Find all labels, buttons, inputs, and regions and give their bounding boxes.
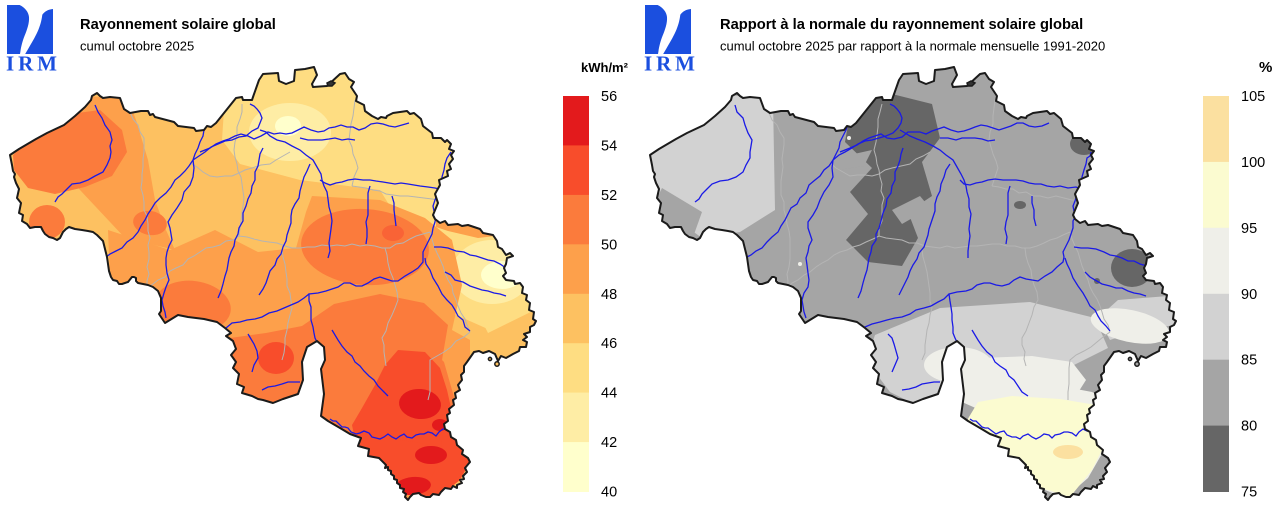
svg-text:cumul octobre 2025 par rapport: cumul octobre 2025 par rapport à la norm… (720, 39, 1105, 54)
svg-text:54: 54 (601, 138, 617, 154)
svg-text:50: 50 (601, 237, 617, 253)
svg-text:%: % (1259, 59, 1272, 76)
svg-text:Rapport à la normale du rayonn: Rapport à la normale du rayonnement sola… (720, 17, 1083, 33)
svg-text:cumul octobre 2025: cumul octobre 2025 (80, 39, 194, 54)
svg-text:kWh/m²: kWh/m² (581, 60, 629, 75)
svg-text:95: 95 (1241, 221, 1257, 237)
svg-text:100: 100 (1241, 155, 1265, 171)
svg-text:48: 48 (601, 287, 617, 303)
svg-text:90: 90 (1241, 287, 1257, 303)
svg-text:44: 44 (601, 386, 617, 402)
svg-text:80: 80 (1241, 419, 1257, 435)
svg-text:IRM: IRM (644, 52, 695, 76)
svg-text:Rayonnement solaire global: Rayonnement solaire global (80, 17, 276, 33)
svg-text:40: 40 (601, 485, 617, 501)
svg-text:105: 105 (1241, 89, 1265, 105)
svg-text:46: 46 (601, 336, 617, 352)
svg-text:IRM: IRM (6, 52, 57, 76)
svg-text:75: 75 (1241, 485, 1257, 501)
svg-text:42: 42 (601, 435, 617, 451)
svg-text:52: 52 (601, 188, 617, 204)
svg-text:85: 85 (1241, 353, 1257, 369)
svg-text:56: 56 (601, 89, 617, 105)
